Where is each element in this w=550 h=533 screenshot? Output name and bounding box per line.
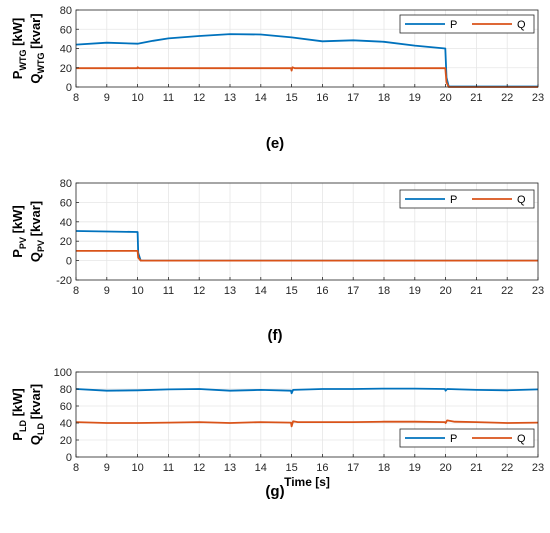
- x-tick-label: 22: [501, 92, 513, 104]
- x-tick-label: 23: [532, 285, 544, 297]
- axes-box: [75, 371, 539, 458]
- x-tick-label: 20: [439, 285, 451, 297]
- legend-label-Q: Q: [517, 433, 526, 445]
- series-line-P: [75, 387, 539, 395]
- y-tick-label: 60: [60, 197, 72, 209]
- y-axis-label-p: PPV [kW]: [10, 205, 28, 257]
- x-tick-label: 21: [470, 285, 482, 297]
- x-tick-label: 11: [163, 92, 174, 104]
- x-tick-label: 20: [439, 92, 451, 104]
- x-tick-label: 22: [501, 285, 513, 297]
- x-tick-label: 22: [501, 462, 513, 474]
- x-tick-label: 12: [193, 92, 205, 104]
- legend-label-P: P: [450, 194, 457, 206]
- x-tick-label: 10: [131, 92, 143, 104]
- series-line-Q: [75, 419, 539, 428]
- y-tick-label: 40: [60, 217, 72, 229]
- panel-caption: (e): [266, 135, 284, 152]
- x-tick-label: 10: [131, 462, 143, 474]
- x-tick-label: 8: [73, 285, 79, 297]
- legend-label-Q: Q: [517, 19, 526, 31]
- x-tick-label: 8: [73, 462, 79, 474]
- y-tick-label: -20: [56, 275, 72, 287]
- y-tick-label: 0: [66, 82, 72, 94]
- x-tick-label: 8: [73, 92, 79, 104]
- y-axis-label-p: PLD [kW]: [10, 388, 28, 440]
- y-tick-label: 40: [60, 44, 72, 56]
- x-tick-label: 18: [378, 285, 390, 297]
- x-tick-label: 13: [224, 92, 236, 104]
- legend-label-Q: Q: [517, 194, 526, 206]
- x-tick-label: 18: [378, 92, 390, 104]
- y-axis-label-q: QLD [kvar]: [28, 384, 46, 445]
- y-tick-label: 60: [60, 401, 72, 413]
- y-tick-label: 40: [60, 418, 72, 430]
- y-axis-label-q: QWTG [kvar]: [28, 13, 46, 83]
- x-tick-label: 19: [409, 285, 421, 297]
- legend-box: [399, 428, 535, 448]
- x-tick-label: 23: [532, 92, 544, 104]
- x-tick-label: 14: [255, 285, 267, 297]
- series-line-Q: [76, 66, 538, 88]
- x-tick-label: 9: [104, 285, 110, 297]
- x-tick-label: 15: [285, 92, 297, 104]
- x-tick-label: 18: [378, 462, 390, 474]
- series-line-Q: [76, 249, 538, 262]
- y-tick-label: 80: [60, 178, 72, 190]
- legend-label-P: P: [450, 433, 457, 445]
- x-tick-label: 15: [285, 285, 297, 297]
- x-tick-label: 16: [316, 285, 328, 297]
- y-axis-label-p: PWTG [kW]: [10, 18, 28, 79]
- y-tick-label: 20: [60, 236, 72, 248]
- panel-caption: (g): [265, 483, 284, 500]
- x-tick-label: 11: [163, 285, 174, 297]
- x-tick-label: 10: [131, 285, 143, 297]
- y-tick-label: 100: [54, 367, 72, 379]
- series-line-P: [75, 33, 538, 88]
- x-tick-label: 17: [347, 462, 359, 474]
- y-tick-label: 80: [60, 5, 72, 17]
- chart-panel-2: 8 9 10 11 12 13 14 15 16 17 18 19 20 21 22 23 -20 0 20 40 60…: [10, 178, 544, 344]
- axes-box: [75, 182, 539, 281]
- y-tick-label: 0: [66, 452, 72, 464]
- x-tick-label: 17: [347, 285, 359, 297]
- x-tick-label: 14: [255, 92, 267, 104]
- y-tick-label: 80: [60, 384, 72, 396]
- chart-panel-1: 8 9 10 11 12 13 14 15 16 17 18 19 20 21 22 23 0 20 40 60 80 P…: [10, 5, 544, 152]
- x-tick-label: 23: [532, 462, 544, 474]
- x-tick-label: 15: [285, 462, 297, 474]
- x-tick-label: 17: [347, 92, 359, 104]
- panel-caption: (f): [268, 327, 283, 344]
- x-tick-label: 13: [224, 462, 236, 474]
- x-tick-label: 16: [316, 92, 328, 104]
- x-tick-label: 11: [163, 462, 174, 474]
- y-tick-label: 20: [60, 435, 72, 447]
- y-tick-label: 20: [60, 63, 72, 75]
- legend-box: [399, 189, 535, 209]
- x-tick-label: 20: [439, 462, 451, 474]
- x-tick-label: 9: [104, 462, 110, 474]
- x-tick-label: 19: [409, 92, 421, 104]
- x-tick-label: 12: [193, 462, 205, 474]
- y-tick-label: 0: [66, 256, 72, 268]
- y-axis-label-q: QPV [kvar]: [28, 201, 46, 262]
- x-tick-label: 12: [193, 285, 205, 297]
- legend-box: [399, 14, 535, 34]
- x-tick-label: 21: [470, 462, 482, 474]
- x-tick-label: 13: [224, 285, 236, 297]
- legend-label-P: P: [450, 19, 457, 31]
- x-axis-label: Time [s]: [284, 475, 330, 489]
- x-tick-label: 21: [470, 92, 482, 104]
- chart-panel-3: 8 9 10 11 12 13 14 15 16 17 18 19 20 21 22 23 0 20 40 60 80 1…: [10, 367, 544, 500]
- x-tick-label: 14: [255, 462, 267, 474]
- y-tick-label: 60: [60, 24, 72, 36]
- x-tick-label: 19: [409, 462, 421, 474]
- x-tick-label: 9: [104, 92, 110, 104]
- x-tick-label: 16: [316, 462, 328, 474]
